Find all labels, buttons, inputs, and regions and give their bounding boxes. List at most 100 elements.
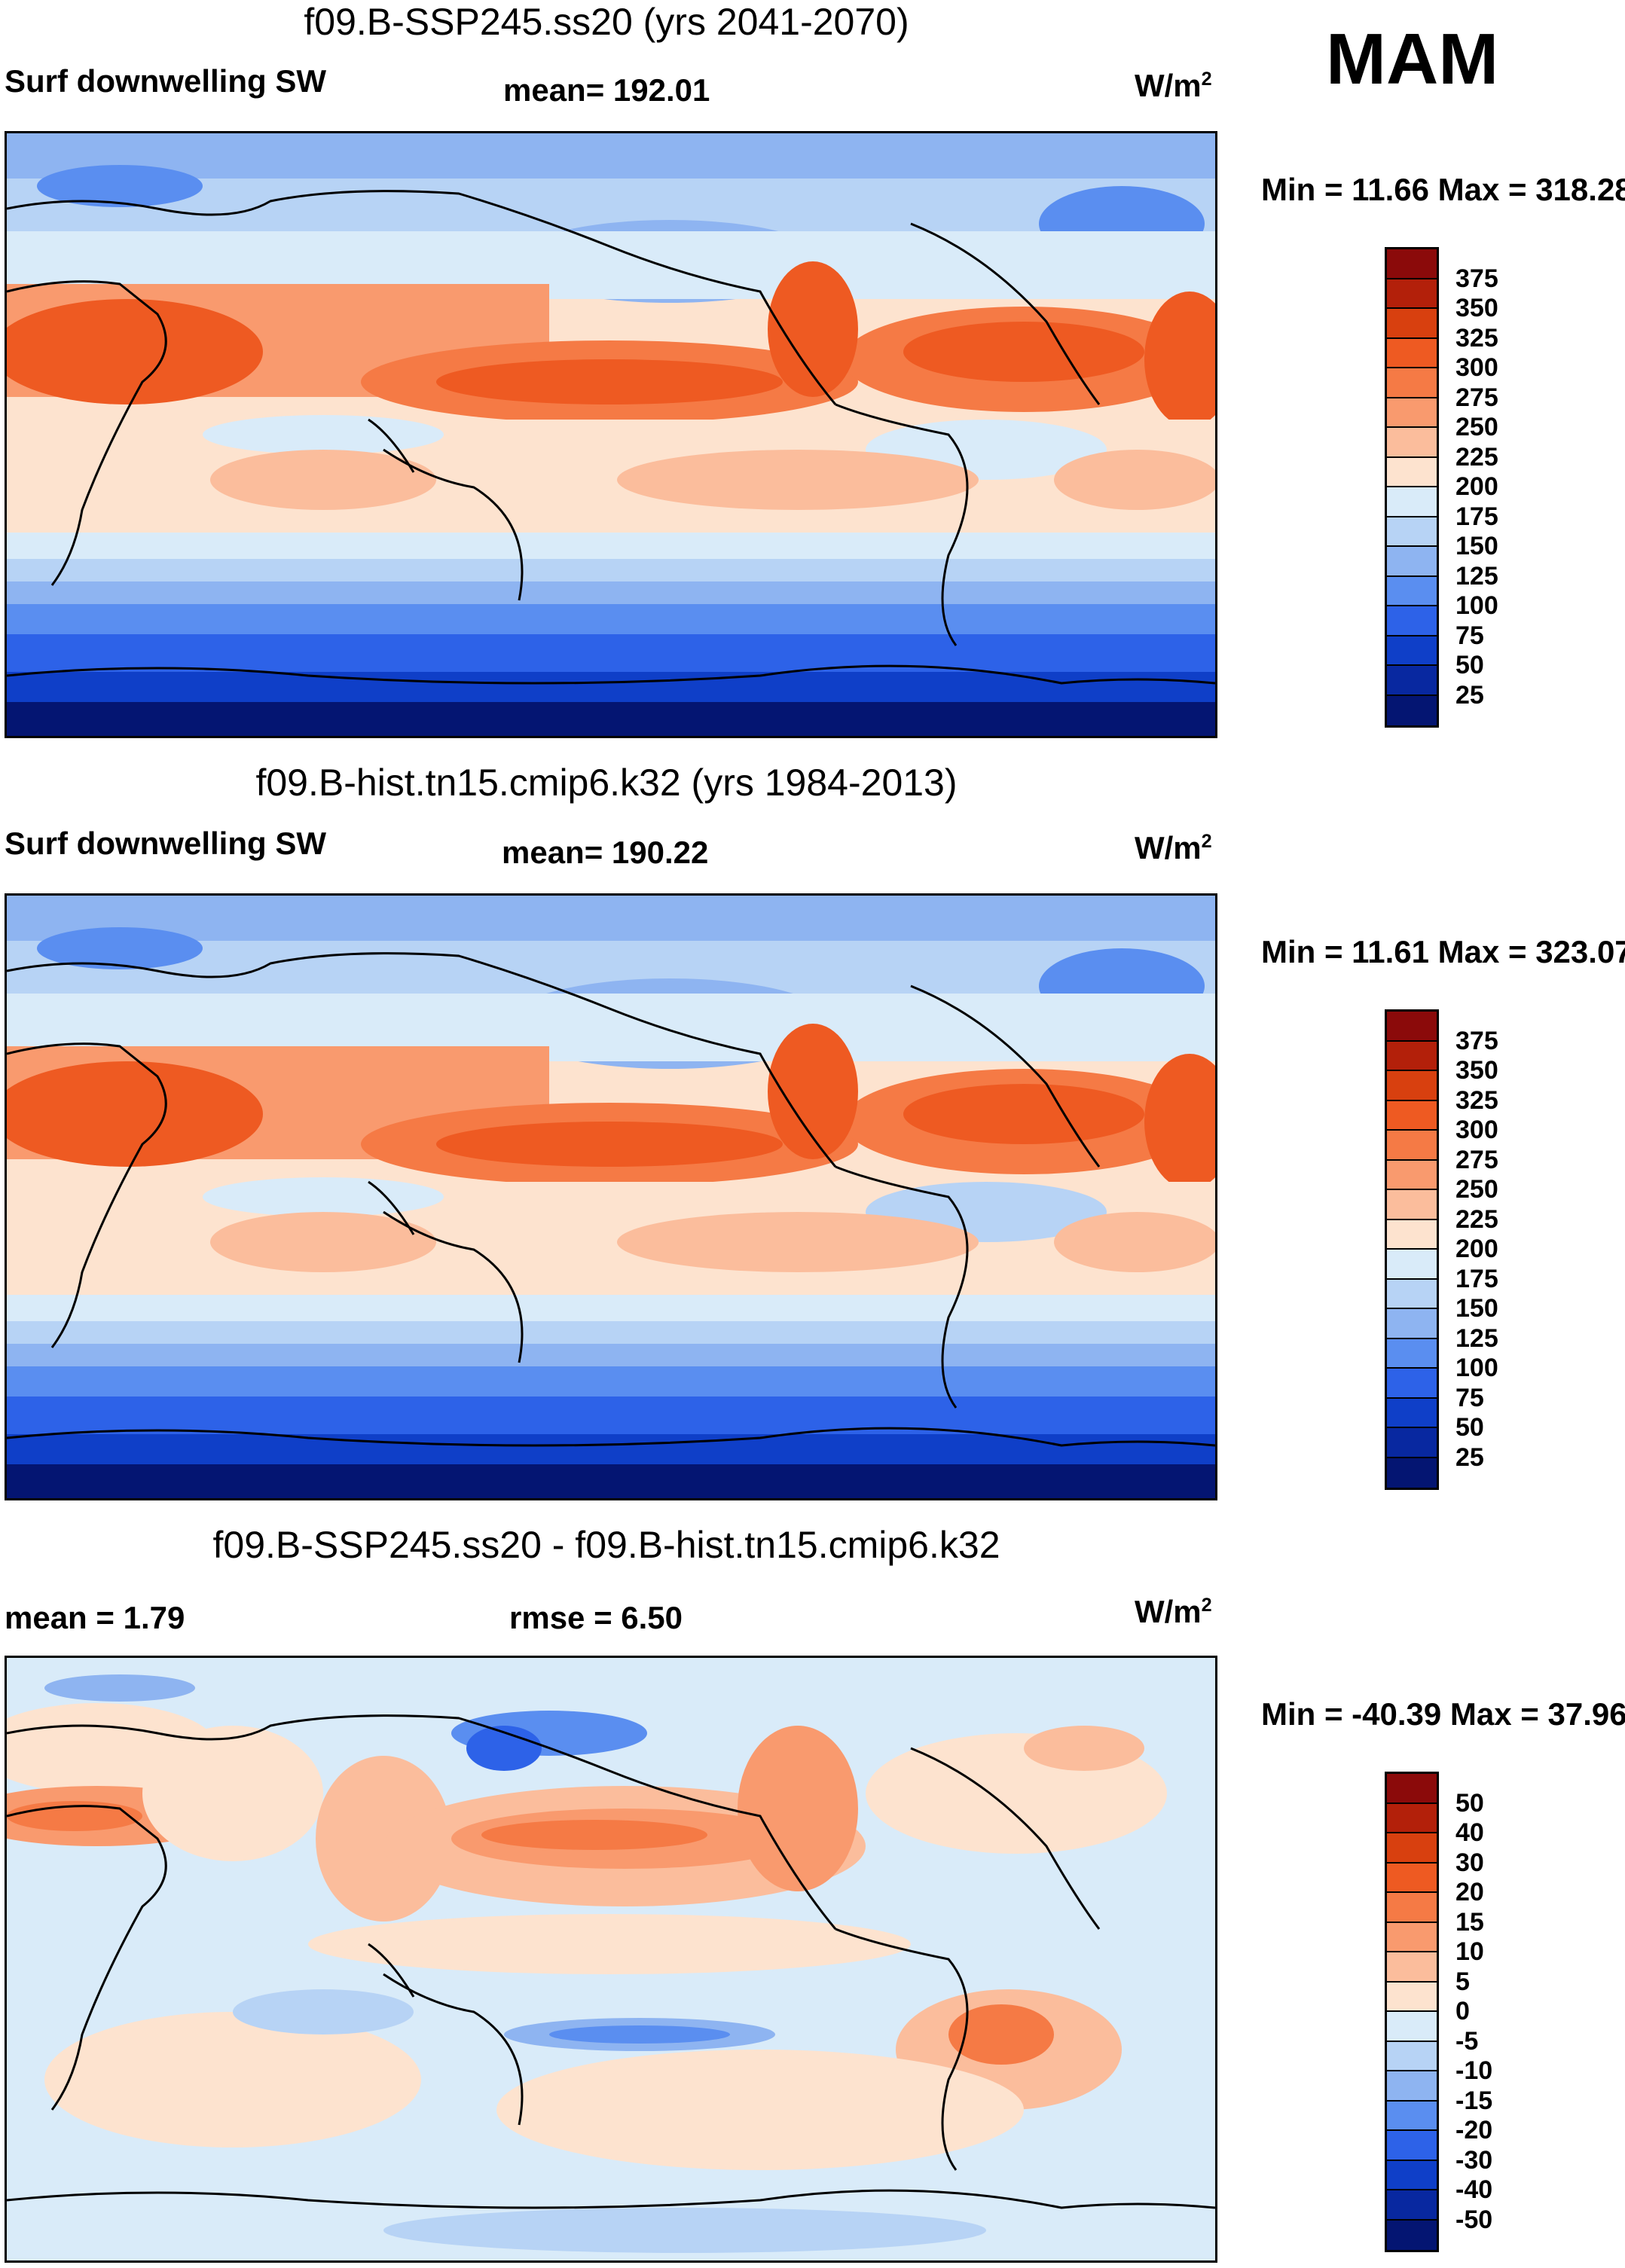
colorbar-swatch [1387,1071,1437,1101]
colorbar-tick-label: 325 [1455,1085,1498,1115]
colorbar-swatch [1387,636,1437,666]
colorbar-tick-label: 275 [1455,383,1498,412]
panel-2-variable-label: Surf downwelling SW [5,826,326,861]
colorbar-swatch [1387,2131,1437,2161]
panel-2-map-field [7,896,1215,1498]
colorbar-tick-label: 375 [1455,264,1498,293]
colorbar-swatch [1387,428,1437,458]
panel-3-map [5,1656,1217,2263]
colorbar-swatch [1387,1339,1437,1369]
panel-2-mean-label: mean= 190.22 [502,835,709,870]
panel-3-units-label: W/m2 [1135,1594,1212,1629]
colorbar-swatch [1387,1952,1437,1983]
panel-1-mean-label: mean= 192.01 [503,72,710,108]
panel-1-map-field [7,133,1215,736]
colorbar-tick-label: -15 [1455,2086,1493,2115]
colorbar-tick-label: 200 [1455,1235,1498,1263]
panel-2-colorbar [1385,1009,1439,1490]
colorbar-tick-label: 0 [1455,1997,1470,2025]
panel-1-units-label: W/m2 [1135,68,1212,103]
colorbar-tick-label: 375 [1455,1026,1498,1055]
colorbar-swatch [1387,487,1437,517]
colorbar-tick-label: 150 [1455,532,1498,560]
panel-1-colorbar [1385,247,1439,728]
colorbar-tick-label: 300 [1455,353,1498,382]
colorbar-tick-label: 5 [1455,1967,1470,1996]
colorbar-swatch [1387,1012,1437,1042]
colorbar-tick-label: 225 [1455,1204,1498,1234]
colorbar-tick-label: 275 [1455,1145,1498,1174]
colorbar-tick-label: 25 [1455,680,1484,710]
colorbar-swatch [1387,368,1437,398]
colorbar-tick-label: 325 [1455,323,1498,353]
colorbar-swatch [1387,279,1437,309]
colorbar-swatch [1387,1131,1437,1161]
colorbar-swatch [1387,517,1437,547]
colorbar-swatch [1387,695,1437,725]
colorbar-swatch [1387,666,1437,696]
panel-3-colorbar [1385,1772,1439,2252]
colorbar-tick-label: 300 [1455,1116,1498,1144]
colorbar-tick-label: 200 [1455,472,1498,501]
colorbar-swatch [1387,2012,1437,2042]
colorbar-tick-label: 50 [1455,1788,1484,1818]
colorbar-tick-label: -10 [1455,2056,1493,2085]
colorbar-tick-label: 100 [1455,1354,1498,1382]
colorbar-tick-label: -5 [1455,2026,1479,2056]
colorbar-tick-label: 150 [1455,1294,1498,1323]
colorbar-tick-label: -50 [1455,2205,1493,2234]
colorbar-swatch [1387,1922,1437,1952]
colorbar-swatch [1387,2160,1437,2190]
colorbar-swatch [1387,1219,1437,1250]
colorbar-tick-label: 15 [1455,1907,1484,1937]
colorbar-swatch [1387,1250,1437,1280]
panel-1-map [5,131,1217,738]
panel-2-map [5,893,1217,1500]
colorbar-swatch [1387,1863,1437,1893]
colorbar-tick-label: 75 [1455,621,1484,650]
colorbar-tick-label: 20 [1455,1878,1484,1906]
colorbar-tick-label: 50 [1455,651,1484,679]
panel-3-title: f09.B-SSP245.ss20 - f09.B-hist.tn15.cmip… [212,1524,1000,1566]
colorbar-swatch [1387,1893,1437,1923]
colorbar-swatch [1387,1774,1437,1804]
colorbar-tick-label: 250 [1455,413,1498,441]
colorbar-swatch [1387,2101,1437,2131]
colorbar-tick-label: 50 [1455,1413,1484,1442]
colorbar-tick-label: -20 [1455,2116,1493,2144]
colorbar-swatch [1387,457,1437,487]
colorbar-tick-label: 175 [1455,1264,1498,1293]
colorbar-tick-label: 225 [1455,442,1498,472]
colorbar-swatch [1387,1803,1437,1833]
colorbar-swatch [1387,1041,1437,1071]
colorbar-tick-label: 250 [1455,1175,1498,1204]
colorbar-tick-label: 40 [1455,1818,1484,1847]
season-label: MAM [1326,19,1499,99]
colorbar-tick-label: 10 [1455,1937,1484,1966]
colorbar-swatch [1387,1160,1437,1190]
colorbar-swatch [1387,2190,1437,2221]
colorbar-swatch [1387,249,1437,279]
panel-2-minmax-label: Min = 11.61 Max = 323.07 [1261,934,1625,969]
colorbar-swatch [1387,2041,1437,2071]
colorbar-tick-label: 25 [1455,1442,1484,1472]
colorbar-tick-label: -40 [1455,2175,1493,2204]
colorbar-swatch [1387,1279,1437,1309]
colorbar-swatch [1387,606,1437,636]
panel-2-title: f09.B-hist.tn15.cmip6.k32 (yrs 1984-2013… [255,762,958,804]
colorbar-swatch [1387,1833,1437,1864]
colorbar-tick-label: 350 [1455,294,1498,322]
colorbar-swatch [1387,1982,1437,2012]
colorbar-tick-label: 125 [1455,561,1498,591]
colorbar-tick-label: -30 [1455,2145,1493,2175]
colorbar-swatch [1387,2071,1437,2102]
panel-3-map-field [7,1658,1215,2260]
colorbar-swatch [1387,1369,1437,1399]
colorbar-swatch [1387,309,1437,339]
colorbar-swatch [1387,576,1437,606]
colorbar-tick-label: 175 [1455,502,1498,531]
colorbar-tick-label: 350 [1455,1056,1498,1085]
panel-1-minmax-label: Min = 11.66 Max = 318.28 [1261,172,1625,207]
colorbar-tick-label: 75 [1455,1383,1484,1412]
colorbar-tick-label: 30 [1455,1848,1484,1877]
